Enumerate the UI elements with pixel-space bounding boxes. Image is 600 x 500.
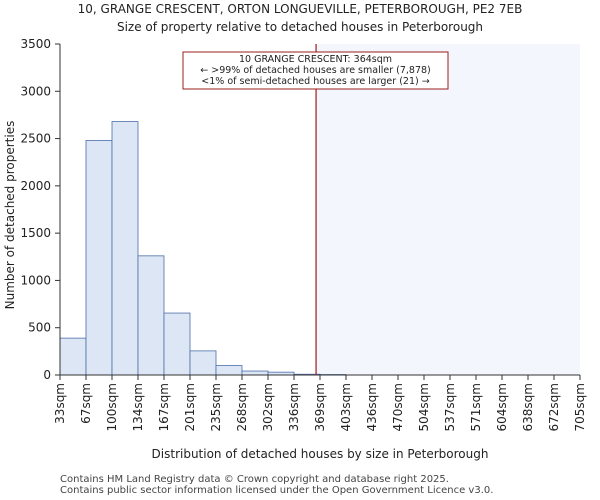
footer-line-1: Contains HM Land Registry data © Crown c… [60, 474, 449, 485]
chart-subtitle: Size of property relative to detached ho… [117, 20, 483, 34]
x-tick-label: 504sqm [417, 383, 431, 431]
x-tick-label: 672sqm [547, 383, 561, 431]
plot-area: 0 500 1000 1500 2000 2500 3000 3500 33sqm 67sqm 10… [20, 37, 587, 431]
histogram-chart: 10, GRANGE CRESCENT, ORTON LONGUEVILLE, … [3, 2, 587, 461]
x-axis-label: Distribution of detached houses by size … [152, 447, 489, 461]
x-tick-label: 100sqm [105, 383, 119, 431]
x-tick-label: 705sqm [573, 383, 587, 431]
y-tick-label: 3500 [20, 37, 51, 51]
annotation-box [182, 51, 449, 90]
annotation-line: <1% of semi-detached houses are larger (… [201, 76, 429, 87]
highlight-region [316, 44, 580, 375]
x-tick-label: 470sqm [391, 383, 405, 431]
footer-line-2: Contains public sector information licen… [60, 485, 494, 496]
y-axis-label: Number of detached properties [3, 121, 17, 310]
x-tick-label: 134sqm [131, 383, 145, 431]
attribution-footer: Contains HM Land Registry data © Crown c… [60, 474, 493, 496]
histogram-bar [241, 370, 269, 376]
y-tick-label: 3000 [20, 84, 51, 98]
y-tick-label: 2500 [20, 132, 51, 146]
y-tick-label: 1500 [20, 226, 51, 240]
histogram-bar [215, 365, 243, 376]
x-tick-label: 33sqm [53, 383, 67, 424]
x-tick-label: 167sqm [157, 383, 171, 431]
x-tick-label: 537sqm [443, 383, 457, 431]
x-tick-label: 604sqm [495, 383, 509, 431]
y-tick-label: 500 [28, 321, 51, 335]
x-tick-label: 638sqm [521, 383, 535, 431]
y-tick-label: 0 [43, 368, 51, 382]
y-tick-label: 1000 [20, 273, 51, 287]
x-tick-label: 436sqm [365, 383, 379, 431]
annotation-line: 10 GRANGE CRESCENT: 364sqm [239, 54, 392, 65]
histogram-bar [137, 255, 165, 376]
histogram-bar [111, 121, 139, 376]
histogram-bar [59, 337, 87, 376]
x-tick-label: 235sqm [209, 383, 223, 431]
x-tick-label: 67sqm [79, 383, 93, 424]
x-tick-label: 369sqm [313, 383, 327, 431]
histogram-bar [85, 140, 113, 376]
x-tick-label: 571sqm [469, 383, 483, 431]
chart-title: 10, GRANGE CRESCENT, ORTON LONGUEVILLE, … [78, 2, 523, 16]
x-tick-label: 403sqm [339, 383, 353, 431]
annotation-line: ← >99% of detached houses are smaller (7… [200, 65, 431, 76]
histogram-bar [189, 350, 217, 376]
histogram-bar [163, 312, 191, 376]
y-tick-label: 2000 [20, 179, 51, 193]
x-tick-label: 302sqm [261, 383, 275, 431]
x-tick-label: 336sqm [287, 383, 301, 431]
x-tick-label: 201sqm [183, 383, 197, 431]
x-tick-label: 268sqm [235, 383, 249, 431]
